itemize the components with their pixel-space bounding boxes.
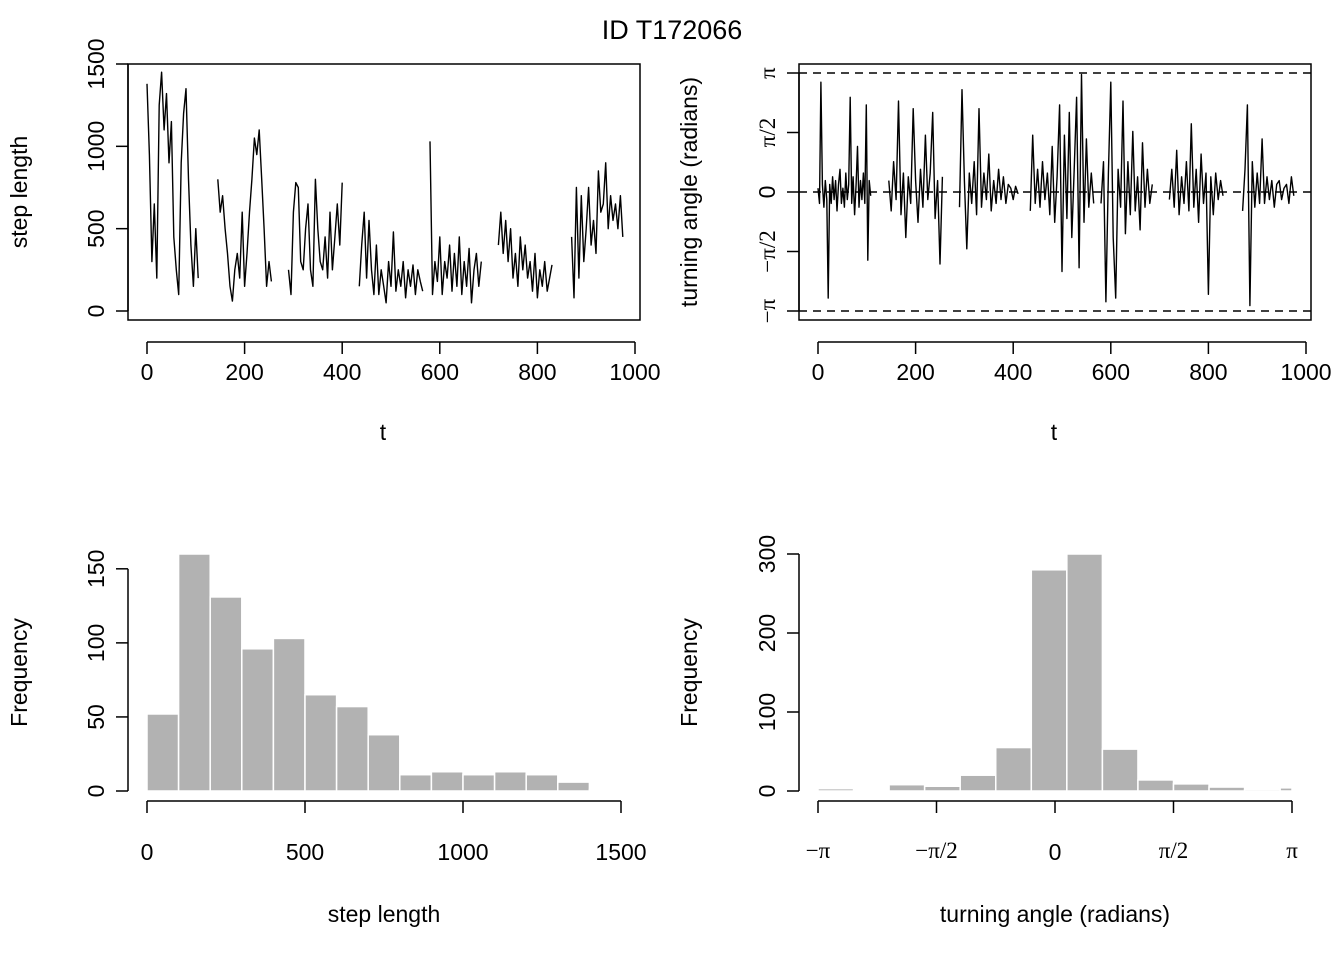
histogram-bar: [367, 733, 401, 792]
histogram-bar: [959, 774, 997, 792]
x-tick-label: π: [1286, 838, 1298, 863]
x-tick-label: 1000: [1280, 359, 1331, 385]
histogram-bar: [588, 788, 622, 792]
x-tick-label: 200: [896, 359, 934, 385]
series-line-segment: [287, 178, 343, 296]
x-axis-title: t: [380, 419, 387, 445]
series-line-segment: [217, 129, 273, 302]
series-line-segment: [1029, 73, 1095, 273]
y-tick-label: 50: [83, 704, 109, 730]
y-tick-label: 0: [754, 186, 780, 199]
plot-frame: [127, 63, 641, 321]
x-tick-label: 0: [141, 359, 154, 385]
y-tick-label: 100: [83, 624, 109, 662]
x-tick-label: 600: [1092, 359, 1130, 385]
histogram-bar: [888, 783, 926, 792]
y-tick-label: 200: [754, 614, 780, 652]
series-line-segment: [358, 211, 424, 304]
histogram-bar: [1243, 788, 1281, 792]
y-tick-label: 300: [754, 535, 780, 573]
x-tick-label: 800: [518, 359, 556, 385]
x-tick-label: 0: [141, 839, 154, 865]
x-tick-label: π/2: [1159, 838, 1189, 863]
y-tick-label: π: [755, 67, 780, 79]
histogram-bar: [557, 781, 591, 792]
histogram-bar: [335, 705, 369, 792]
turning-angle-histogram-panel: −π −π/2 0 π/2 π 0 100 200 300 turning angle (radi…: [676, 535, 1298, 927]
histogram-bar: [177, 553, 211, 792]
series-line-segment: [888, 100, 944, 265]
x-axis-title: t: [1051, 419, 1058, 445]
histogram-bar: [1172, 783, 1210, 792]
y-tick-label: 0: [83, 785, 109, 798]
x-tick-label: 200: [225, 359, 263, 385]
y-tick-label: 1500: [83, 38, 109, 89]
y-axis-title: Frequency: [6, 618, 32, 727]
y-tick-label: 1000: [83, 121, 109, 172]
x-axis-title: step length: [328, 901, 441, 927]
histogram-bar: [923, 785, 961, 792]
step-length-timeseries-panel: 0 200 400 600 800 1000 0 500 1000 1500 t step lengt…: [6, 38, 661, 445]
series-line-segment: [429, 141, 482, 304]
x-tick-label: 500: [286, 839, 324, 865]
x-tick-label: 400: [323, 359, 361, 385]
histogram-bar: [304, 693, 338, 792]
y-tick-label: −π/2: [755, 230, 780, 272]
y-tick-label: 0: [754, 785, 780, 798]
y-tick-label: 100: [754, 693, 780, 731]
series-line-segment: [958, 88, 1019, 250]
histogram-bar: [430, 770, 464, 792]
series-line-segment: [146, 71, 199, 296]
turning-angle-timeseries-panel: 0 200 400 600 800 1000 −π −π/2 0 π/2 π t turning ang…: [676, 63, 1332, 445]
x-tick-label: 400: [994, 359, 1032, 385]
histogram-bar: [1066, 553, 1104, 792]
y-tick-label: 0: [83, 305, 109, 318]
x-tick-label: 0: [812, 359, 825, 385]
y-axis-title: turning angle (radians): [676, 77, 702, 307]
step-length-histogram-panel: 0 500 1000 1500 0 50 100 150 step length Frequenc…: [6, 550, 647, 927]
series-line-segment: [1100, 81, 1153, 303]
histogram-bar: [399, 773, 433, 792]
x-axis-title: turning angle (radians): [940, 901, 1170, 927]
histogram-bar: [1137, 779, 1175, 792]
series-line-segment: [817, 81, 872, 299]
histogram-bar: [272, 637, 306, 792]
x-tick-label: 600: [421, 359, 459, 385]
y-tick-label: π/2: [755, 118, 780, 148]
histogram-bar: [241, 648, 275, 792]
y-axis-title: step length: [6, 136, 32, 249]
histogram-bar: [462, 773, 496, 792]
histogram-bar: [1208, 786, 1246, 792]
x-tick-label: 800: [1189, 359, 1227, 385]
histogram-bar: [1030, 569, 1068, 792]
x-tick-label: 1000: [437, 839, 488, 865]
histogram-bar: [817, 787, 855, 792]
y-tick-label: −π: [755, 298, 780, 323]
figure-title: ID T172066: [602, 15, 743, 45]
histogram-bar: [525, 773, 559, 792]
x-tick-label: 1500: [595, 839, 646, 865]
histogram-bar: [209, 596, 243, 792]
series-line-segment: [497, 211, 553, 299]
x-tick-label: −π/2: [915, 838, 957, 863]
y-axis-title: Frequency: [676, 618, 702, 727]
histogram-bar: [995, 746, 1033, 792]
histogram-bar: [146, 713, 180, 792]
x-tick-label: −π: [806, 838, 831, 863]
y-tick-label: 150: [83, 550, 109, 588]
y-tick-label: 500: [83, 209, 109, 247]
series-line-segment: [1168, 123, 1224, 295]
histogram-bar: [1279, 787, 1293, 792]
histogram-bar: [1101, 748, 1139, 792]
histogram-bar: [493, 770, 527, 792]
x-tick-label: 1000: [609, 359, 660, 385]
series-line-segment: [570, 162, 624, 299]
series-line-segment: [1241, 104, 1295, 307]
x-tick-label: 0: [1049, 839, 1062, 865]
